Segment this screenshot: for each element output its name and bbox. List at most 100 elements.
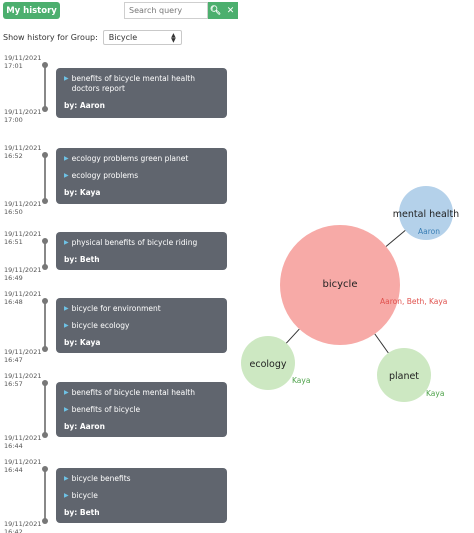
node-label: planet — [389, 371, 419, 382]
date: 19/11/2021 — [4, 144, 42, 152]
node-users: Kaya — [426, 389, 444, 398]
group-select[interactable]: Bicycle ▲ ▼ — [102, 30, 182, 45]
query-text: bicycle — [71, 491, 98, 500]
start-timestamp: 19/11/2021 16:51 — [4, 230, 41, 246]
play-icon: ▶ — [64, 239, 69, 246]
query-text: bicycle benefits — [71, 474, 131, 483]
history-card[interactable]: ▶ bicycle benefits ▶ bicycle by: Beth — [56, 468, 227, 523]
time: 16:48 — [4, 298, 23, 306]
time: 16:50 — [4, 208, 23, 216]
timeline-dot — [42, 106, 48, 112]
query-text: ecology problems green planet — [71, 154, 189, 163]
author-label: by: Kaya — [64, 188, 101, 197]
search-input[interactable] — [124, 2, 208, 19]
time: 17:01 — [4, 62, 23, 70]
history-card[interactable]: ▶ ecology problems green planet ▶ ecology p… — [56, 148, 227, 204]
query-text: bicycle ecology — [71, 321, 130, 330]
query-link[interactable]: ▶ bicycle for environment — [64, 304, 221, 314]
date: 19/11/2021 — [4, 54, 42, 62]
search-button[interactable]: 🔍︎ — [208, 2, 223, 19]
play-icon: ▶ — [64, 406, 69, 413]
date: 19/11/2021 — [4, 290, 42, 298]
end-timestamp: 19/11/2021 16:42 — [4, 520, 41, 533]
graph-edge — [385, 229, 406, 247]
topic-graph-canvas: bicycle Aaron, Beth, Kaya mental health Aar… — [241, 186, 459, 402]
play-icon: ▶ — [64, 155, 69, 162]
start-timestamp: 19/11/2021 16:52 — [4, 144, 41, 160]
history-card[interactable]: ▶ physical benefits of bicycle riding by: … — [56, 232, 227, 270]
query-link[interactable]: ▶ bicycle ecology — [64, 321, 221, 331]
node-circle — [399, 186, 453, 240]
end-timestamp: 19/11/2021 16:47 — [4, 348, 41, 364]
timeline-dot — [42, 518, 48, 524]
end-timestamp: 19/11/2021 17:00 — [4, 108, 41, 124]
time: 16:44 — [4, 466, 23, 474]
node-circle — [377, 348, 431, 402]
node-circle — [241, 336, 295, 390]
timeline-dot — [42, 466, 48, 472]
query-link[interactable]: ▶ benefits of bicycle mental health docto… — [64, 74, 221, 94]
date: 19/11/2021 — [4, 200, 42, 208]
end-timestamp: 19/11/2021 16:50 — [4, 200, 41, 216]
timeline-line — [44, 240, 46, 268]
timeline-line — [44, 382, 46, 436]
query-link[interactable]: ▶ physical benefits of bicycle riding — [64, 238, 221, 248]
start-timestamp: 19/11/2021 16:57 — [4, 372, 41, 388]
node-label: mental health — [393, 209, 459, 220]
date: 19/11/2021 — [4, 434, 42, 442]
time: 16:42 — [4, 528, 23, 533]
group-select-value: Bicycle — [108, 33, 138, 42]
my-history-button[interactable]: My history — [3, 2, 60, 19]
history-card[interactable]: ▶ bicycle for environment ▶ bicycle ecology… — [56, 298, 227, 353]
timeline-dot — [42, 152, 48, 158]
graph-node-ecology[interactable]: ecology Kaya — [241, 336, 310, 390]
search-icon: 🔍︎ — [209, 5, 222, 16]
timeline-dot — [42, 62, 48, 68]
start-timestamp: 19/11/2021 16:48 — [4, 290, 41, 306]
node-users: Aaron, Beth, Kaya — [380, 297, 447, 306]
timeline-dot — [42, 198, 48, 204]
timeline-dot — [42, 432, 48, 438]
query-link[interactable]: ▶ ecology problems green planet — [64, 154, 221, 164]
end-timestamp: 19/11/2021 16:44 — [4, 434, 41, 450]
close-icon: ✕ — [226, 5, 235, 16]
query-text: benefits of bicycle mental health doctor… — [71, 74, 195, 93]
query-text: physical benefits of bicycle riding — [71, 238, 198, 247]
play-icon: ▶ — [64, 492, 69, 499]
query-link[interactable]: ▶ ecology problems — [64, 171, 221, 181]
graph-node-planet[interactable]: planet Kaya — [377, 348, 444, 402]
clear-search-button[interactable]: ✕ — [223, 2, 238, 19]
graph-node-mental[interactable]: mental health Aaron — [393, 186, 459, 240]
timeline-dot — [42, 238, 48, 244]
query-link[interactable]: ▶ benefits of bicycle — [64, 405, 221, 415]
history-card[interactable]: ▶ benefits of bicycle mental health ▶ benef… — [56, 382, 227, 437]
history-card[interactable]: ▶ benefits of bicycle mental health docto… — [56, 68, 227, 118]
query-link[interactable]: ▶ bicycle benefits — [64, 474, 221, 484]
query-text: bicycle for environment — [71, 304, 161, 313]
node-users: Aaron — [418, 227, 440, 236]
graph-node-bicycle[interactable]: bicycle Aaron, Beth, Kaya — [280, 225, 447, 345]
timeline-dot — [42, 264, 48, 270]
query-link[interactable]: ▶ bicycle — [64, 491, 221, 501]
time: 16:52 — [4, 152, 23, 160]
author-label: by: Aaron — [64, 422, 105, 431]
date: 19/11/2021 — [4, 520, 42, 528]
author-label: by: Aaron — [64, 101, 105, 110]
toolbar: My history 🔍︎ ✕ — [0, 0, 474, 22]
timeline-dot — [42, 346, 48, 352]
timeline-line — [44, 154, 46, 202]
author-label: by: Beth — [64, 255, 100, 264]
date: 19/11/2021 — [4, 266, 42, 274]
author-label: by: Beth — [64, 508, 100, 517]
timeline-line — [44, 300, 46, 350]
node-circle — [280, 225, 400, 345]
play-icon: ▶ — [64, 322, 69, 329]
query-link[interactable]: ▶ benefits of bicycle mental health — [64, 388, 221, 398]
play-icon: ▶ — [64, 475, 69, 482]
time: 17:00 — [4, 116, 23, 124]
date: 19/11/2021 — [4, 348, 42, 356]
date: 19/11/2021 — [4, 458, 42, 466]
play-icon: ▶ — [64, 389, 69, 396]
graph-edge — [285, 328, 300, 344]
timeline-dot — [42, 380, 48, 386]
